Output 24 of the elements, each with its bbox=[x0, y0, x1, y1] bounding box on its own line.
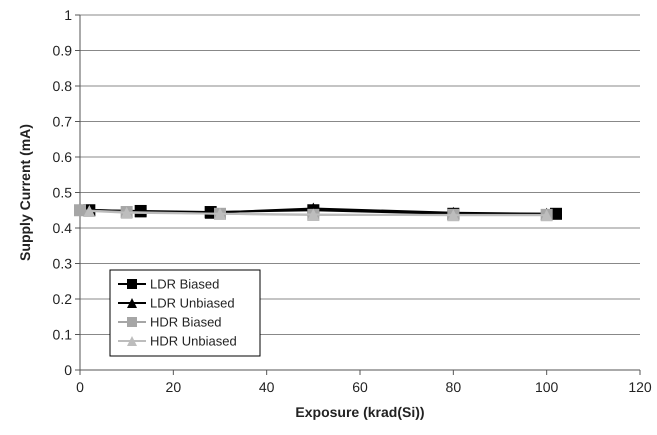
legend-label: LDR Biased bbox=[150, 276, 220, 292]
legend-label: HDR Biased bbox=[150, 314, 222, 330]
x-tick-label: 100 bbox=[534, 379, 559, 395]
y-tick-label: 0.3 bbox=[52, 255, 72, 272]
y-tick-label: 0.2 bbox=[52, 290, 72, 307]
y-axis-title: Supply Current (mA) bbox=[17, 124, 33, 261]
y-tick-label: 0.8 bbox=[52, 78, 72, 94]
y-tick-label: 0.4 bbox=[52, 220, 72, 236]
y-tick-label: 0.7 bbox=[52, 113, 72, 130]
x-tick-label: 80 bbox=[446, 379, 462, 395]
y-tick-label: 0.5 bbox=[52, 184, 72, 200]
x-tick-label: 20 bbox=[166, 379, 182, 395]
legend-label: HDR Unbiased bbox=[150, 334, 237, 349]
y-tick-label: 0 bbox=[64, 362, 72, 378]
y-tick-label: 0.9 bbox=[52, 42, 72, 58]
x-tick-label: 60 bbox=[352, 379, 368, 395]
x-tick-label: 40 bbox=[258, 379, 275, 395]
legend-label: LDR Unbiased bbox=[150, 296, 235, 311]
x-tick-label: 120 bbox=[628, 379, 652, 395]
y-tick-label: 0.6 bbox=[52, 148, 72, 165]
x-tick-label: 0 bbox=[76, 379, 84, 395]
y-tick-label: 0.1 bbox=[52, 326, 72, 342]
y-tick-label: 1 bbox=[64, 6, 72, 23]
x-axis-title: Exposure (krad(Si)) bbox=[295, 404, 425, 420]
